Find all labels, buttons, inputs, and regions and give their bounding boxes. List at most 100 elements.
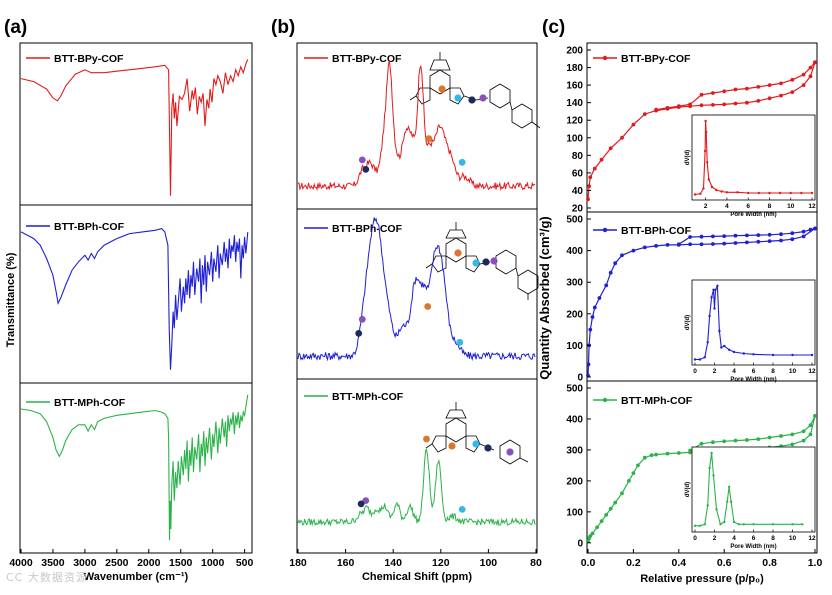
adsorption-point: [756, 239, 761, 244]
pore-size-point: [703, 523, 706, 526]
adsorption-point: [590, 315, 595, 319]
desorption-point: [745, 233, 749, 238]
ftir-frame: [19, 42, 253, 554]
adsorption-point: [676, 451, 681, 455]
nmr-series-line: [297, 217, 536, 362]
adsorption-point: [613, 261, 618, 266]
ftir-legend-bpy: BTT-BPy-COF: [26, 53, 124, 65]
pore-size-point: [800, 191, 803, 195]
adsorption-point: [745, 240, 749, 245]
inset-x-tick-label: 8: [771, 535, 775, 542]
pore-size-point: [703, 356, 706, 359]
sorption-y-tick-label: 100: [566, 507, 583, 518]
desorption-point: [722, 439, 727, 444]
pore-size-point: [752, 523, 755, 526]
desorption-point: [790, 77, 795, 82]
pore-size-point: [693, 358, 697, 361]
nmr-peak-marker: [425, 135, 433, 143]
adsorption-point: [620, 491, 624, 496]
sorption-y-tick-label: 500: [566, 384, 583, 395]
pore-size-line: [694, 120, 812, 196]
nmr-peak-marker: [355, 330, 363, 337]
pore-size-point: [708, 314, 711, 318]
adsorption-point: [654, 452, 658, 457]
pore-size-point: [698, 358, 702, 361]
adsorption-point: [642, 112, 647, 116]
pore-size-point: [693, 524, 697, 527]
sorption-legend-bph: BTT-BPh-COF: [593, 225, 692, 237]
inset-y-axis-label: dV(d): [685, 482, 691, 497]
structure-atom-marker: [448, 442, 456, 450]
sorption-y-tick-label: 40: [572, 186, 584, 197]
ftir-x-tick-label: 2500: [105, 557, 129, 569]
pore-size-point: [789, 191, 792, 195]
desorption-point: [699, 92, 704, 97]
pore-size-point: [719, 523, 722, 526]
ftir-legend-label-bpy: BTT-BPy-COF: [54, 53, 124, 65]
desorption-point: [711, 91, 715, 95]
ftir-series-line: [20, 394, 249, 541]
desorption-point: [756, 85, 761, 89]
inset-x-tick-label: 12: [808, 535, 816, 542]
desorption-point: [808, 65, 813, 70]
inset-x-tick-label: 6: [752, 368, 756, 375]
sorption-x-tick-label: 0.6: [717, 557, 732, 569]
adsorption-point: [588, 327, 593, 332]
adsorption-point: [590, 531, 595, 536]
nmr-peak-marker: [358, 315, 366, 323]
inset-y-axis-label: dV(d): [685, 315, 691, 330]
adsorption-point: [779, 93, 783, 98]
ftir-x-tick-label: 500: [236, 557, 254, 569]
panel-label-c: (c): [542, 17, 565, 38]
sorption-y-tick-label: 200: [566, 46, 583, 57]
adsorption-point: [711, 242, 715, 246]
desorption-point: [767, 435, 772, 440]
structure-atom-marker: [438, 85, 446, 93]
ftir-x-tick-label: 3000: [73, 557, 97, 569]
adsorption-point: [604, 513, 609, 517]
pore-size-point: [778, 191, 782, 195]
structure-atom-marker: [490, 257, 498, 265]
structure-atom-marker: [454, 94, 462, 102]
adsorption-point: [790, 237, 795, 242]
ftir-legend-bph: BTT-BPh-COF: [26, 221, 125, 233]
nmr-frame: [296, 42, 538, 554]
pore-size-point: [732, 350, 736, 354]
structure-atom-marker: [482, 258, 490, 266]
sorption-x-tick-label: 1.0: [808, 557, 823, 569]
desorption-point: [813, 414, 817, 418]
pore-size-point: [729, 500, 733, 503]
adsorption-point: [636, 463, 640, 468]
desorption-point: [745, 86, 749, 91]
pore-size-point: [801, 523, 804, 526]
nmr-peak-marker: [456, 338, 464, 346]
adsorption-point: [699, 242, 704, 247]
adsorption-point: [586, 197, 590, 202]
panel-label-a: (a): [4, 17, 27, 38]
desorption-point: [808, 227, 813, 232]
adsorption-point: [588, 175, 593, 180]
nmr-x-tick-label: 160: [337, 557, 355, 569]
adsorption-point: [767, 239, 772, 244]
desorption-point: [779, 232, 783, 237]
desorption-point: [790, 231, 795, 236]
adsorption-point: [801, 438, 806, 443]
adsorption-point: [597, 296, 602, 300]
adsorption-point: [587, 184, 591, 189]
adsorption-point: [613, 500, 618, 505]
pore-size-point: [771, 353, 775, 357]
nmr-x-axis-label: Chemical Shift (ppm): [362, 571, 472, 583]
desorption-point: [711, 440, 715, 445]
adsorption-point: [631, 122, 636, 127]
inset-x-tick-label: 2: [704, 203, 708, 210]
pore-size-point: [727, 485, 731, 488]
pore-size-point: [752, 353, 755, 356]
adsorption-point: [599, 519, 604, 523]
sorption-y-tick-label: 100: [566, 133, 583, 144]
nmr-legend-label-mph: BTT-MPh-COF: [332, 391, 404, 403]
adsorption-point: [733, 241, 738, 245]
adsorption-point: [586, 373, 590, 378]
sorption-legend-bpy: BTT-BPy-COF: [593, 53, 691, 65]
inset-x-tick-label: 8: [768, 203, 772, 210]
